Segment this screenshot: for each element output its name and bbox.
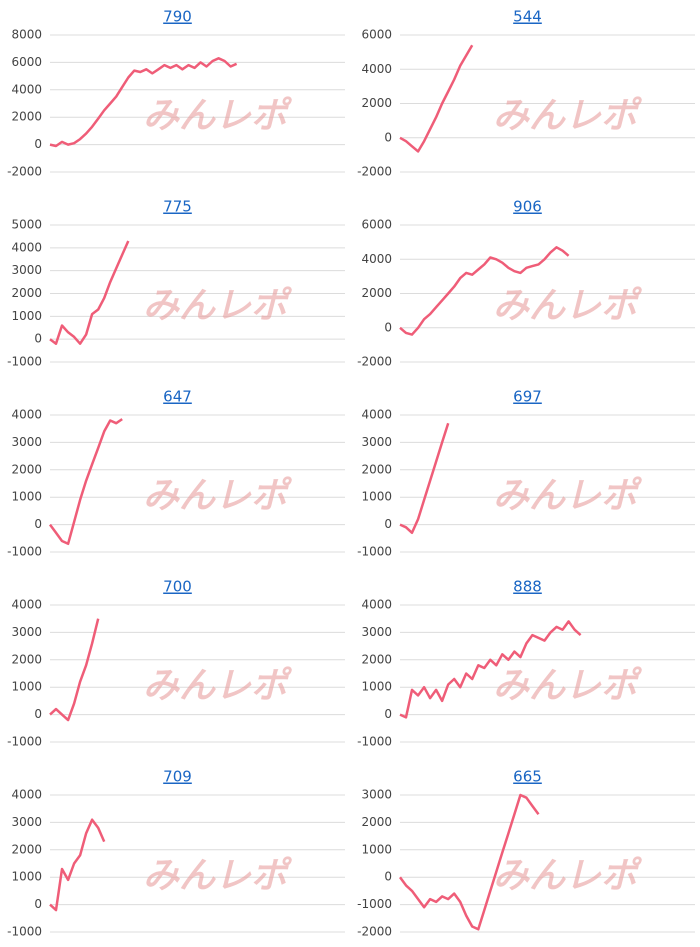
y-tick-label: 0	[384, 517, 392, 531]
data-line	[48, 418, 123, 546]
chart-title[interactable]: 709	[163, 768, 192, 786]
data-line	[399, 620, 582, 719]
y-tick-label: 3000	[11, 815, 42, 829]
chart-title[interactable]: 790	[163, 8, 192, 26]
chart-title[interactable]: 700	[163, 578, 192, 596]
y-tick-label: 1000	[11, 309, 42, 323]
watermark: みんレポ	[143, 286, 293, 327]
y-tick-label: 4000	[361, 598, 392, 612]
data-line	[49, 240, 130, 345]
y-tick-label: -1000	[7, 355, 42, 369]
y-tick-label: 6000	[361, 218, 392, 232]
watermark: みんレポ	[143, 666, 293, 707]
y-tick-label: 2000	[361, 652, 392, 666]
y-tick-label: 1000	[11, 870, 42, 884]
watermark: みんレポ	[493, 856, 643, 897]
y-tick-label: 1000	[361, 490, 392, 504]
y-tick-label: 3000	[361, 625, 392, 639]
y-tick-label: -1000	[357, 897, 392, 911]
y-tick-label: 2000	[11, 842, 42, 856]
y-tick-label: 2000	[11, 286, 42, 300]
y-tick-label: 1000	[361, 842, 392, 856]
watermark: みんレポ	[143, 476, 293, 517]
chart-title[interactable]: 647	[163, 388, 192, 406]
y-tick-label: 4000	[361, 408, 392, 422]
y-tick-label: 3000	[361, 435, 392, 449]
y-tick-label: 6000	[361, 28, 392, 42]
y-tick-label: 1000	[11, 490, 42, 504]
y-tick-label: 8000	[11, 28, 42, 42]
y-tick-label: 6000	[11, 55, 42, 69]
y-tick-label: 2000	[361, 462, 392, 476]
watermark: みんレポ	[143, 856, 293, 897]
data-line	[49, 57, 238, 148]
y-tick-label: 2000	[11, 110, 42, 124]
y-tick-label: 2000	[11, 652, 42, 666]
y-tick-label: 0	[384, 707, 392, 721]
y-tick-label: 2000	[361, 286, 392, 300]
y-tick-label: 4000	[11, 240, 42, 254]
chart-title[interactable]: 665	[513, 768, 542, 786]
y-tick-label: 5000	[11, 218, 42, 232]
chart-title[interactable]: 888	[513, 578, 542, 596]
chart-title[interactable]: 544	[513, 8, 542, 26]
y-tick-label: -2000	[357, 925, 392, 939]
y-tick-label: -1000	[7, 735, 42, 749]
y-tick-label: -1000	[357, 545, 392, 559]
y-tick-label: 2000	[11, 462, 42, 476]
y-tick-label: 0	[34, 137, 42, 151]
data-line	[399, 246, 570, 336]
y-tick-label: 0	[34, 707, 42, 721]
chart-title[interactable]: 697	[513, 388, 542, 406]
y-tick-label: 4000	[11, 788, 42, 802]
data-line	[399, 44, 474, 153]
y-tick-label: 2000	[361, 815, 392, 829]
y-tick-label: 4000	[11, 82, 42, 96]
y-tick-label: 0	[384, 870, 392, 884]
y-tick-label: -1000	[7, 545, 42, 559]
y-tick-label: 4000	[361, 252, 392, 266]
y-tick-label: 3000	[361, 788, 392, 802]
y-tick-label: 4000	[361, 62, 392, 76]
y-tick-label: 0	[384, 320, 392, 334]
watermark: みんレポ	[493, 666, 643, 707]
y-tick-label: 3000	[11, 435, 42, 449]
y-tick-label: 1000	[361, 680, 392, 694]
y-tick-label: -1000	[7, 925, 42, 939]
y-tick-label: 0	[34, 517, 42, 531]
y-tick-label: -1000	[357, 735, 392, 749]
watermark: みんレポ	[493, 286, 643, 327]
y-tick-label: -2000	[7, 165, 42, 179]
y-tick-label: 0	[384, 130, 392, 144]
data-line	[49, 818, 106, 912]
data-line	[399, 422, 450, 535]
y-tick-label: -2000	[357, 165, 392, 179]
y-tick-label: 0	[34, 332, 42, 346]
y-tick-label: 2000	[361, 96, 392, 110]
chart-title[interactable]: 906	[513, 198, 542, 216]
y-tick-label: 0	[34, 897, 42, 911]
watermark: みんレポ	[493, 476, 643, 517]
chart-title[interactable]: 775	[163, 198, 192, 216]
y-tick-label: 4000	[11, 598, 42, 612]
watermark: みんレポ	[493, 96, 643, 137]
y-tick-label: 3000	[11, 263, 42, 277]
y-tick-label: 4000	[11, 408, 42, 422]
y-tick-label: 3000	[11, 625, 42, 639]
y-tick-label: 1000	[11, 680, 42, 694]
watermark: みんレポ	[143, 96, 293, 137]
data-line	[49, 618, 100, 722]
y-tick-label: -2000	[357, 355, 392, 369]
data-line	[398, 793, 540, 931]
